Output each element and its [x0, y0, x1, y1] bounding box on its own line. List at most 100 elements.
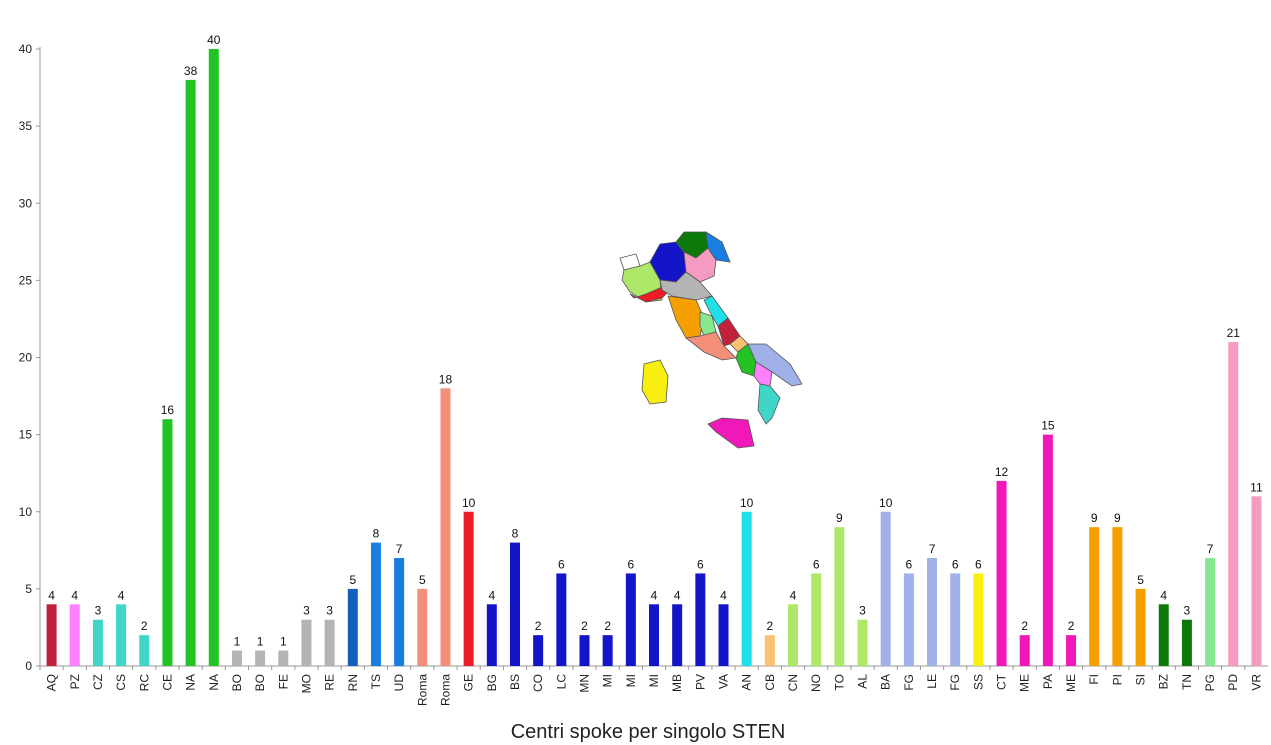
data-label: 5 [419, 573, 426, 587]
category-label: MI [647, 674, 661, 687]
bar [394, 558, 405, 666]
data-label: 2 [1021, 619, 1028, 633]
bar [579, 635, 590, 666]
bar [1181, 619, 1192, 666]
bar [811, 573, 822, 666]
map-region [705, 231, 731, 263]
category-label: VA [717, 674, 731, 689]
bar [92, 619, 103, 666]
data-label: 4 [720, 588, 727, 602]
category-label: AL [856, 674, 870, 689]
category-label: CN [786, 674, 800, 691]
data-label: 4 [674, 588, 681, 602]
y-tick-label: 0 [25, 659, 32, 673]
category-label: LE [925, 674, 939, 689]
bar [162, 419, 173, 666]
data-label: 21 [1227, 326, 1241, 340]
bar [231, 650, 242, 666]
data-label: 6 [813, 557, 820, 571]
category-label: FE [276, 674, 290, 689]
data-label: 2 [1068, 619, 1075, 633]
data-label: 4 [48, 588, 55, 602]
data-label: 40 [207, 33, 221, 47]
bar [370, 542, 381, 666]
category-label: FG [902, 674, 916, 691]
data-label: 6 [627, 557, 634, 571]
bar [46, 604, 57, 666]
bar [996, 480, 1007, 666]
data-label: 4 [488, 588, 495, 602]
data-label: 2 [767, 619, 774, 633]
category-label: CS [114, 674, 128, 691]
bar [116, 604, 127, 666]
category-label: BO [230, 674, 244, 691]
data-label: 12 [995, 465, 1009, 479]
x-axis-title: Centri spoke per singolo STEN [511, 721, 786, 743]
data-label: 6 [975, 557, 982, 571]
data-label: 2 [141, 619, 148, 633]
bar [672, 604, 683, 666]
bar [927, 558, 938, 666]
bar [1019, 635, 1030, 666]
bar [1089, 527, 1100, 666]
map-region [753, 361, 773, 387]
map-region [685, 331, 737, 361]
data-label: 9 [1114, 511, 1121, 525]
y-tick-label: 15 [19, 428, 33, 442]
data-label: 16 [161, 403, 175, 417]
category-label: LC [554, 674, 568, 690]
y-tick-label: 5 [25, 582, 32, 596]
category-label: ME [1064, 674, 1078, 692]
data-label: 8 [512, 527, 519, 541]
bar [255, 650, 266, 666]
category-label: MN [577, 674, 591, 693]
category-label: Roma [415, 674, 429, 706]
bar [834, 527, 845, 666]
bar [903, 573, 914, 666]
map-region [641, 359, 669, 405]
bar [1112, 527, 1123, 666]
data-label: 4 [118, 588, 125, 602]
bar [764, 635, 775, 666]
data-label: 6 [952, 557, 959, 571]
bar [1135, 588, 1146, 666]
map-region [707, 417, 755, 449]
bar [69, 604, 80, 666]
category-label: BO [253, 674, 267, 691]
data-label: 10 [740, 496, 754, 510]
data-label: 11 [1250, 480, 1263, 494]
category-label: CE [160, 674, 174, 691]
category-label: BA [879, 674, 893, 690]
data-label: 6 [697, 557, 704, 571]
italy-map-inset [619, 231, 803, 449]
bar [1042, 434, 1053, 666]
data-label: 10 [462, 496, 476, 510]
category-label: Roma [438, 674, 452, 706]
bar [463, 511, 474, 666]
bar [417, 588, 428, 666]
bar [533, 635, 544, 666]
category-label: GE [462, 674, 476, 691]
category-label: PV [693, 674, 707, 690]
bar [278, 650, 289, 666]
category-label: RE [323, 674, 337, 691]
data-label: 9 [836, 511, 843, 525]
data-label: 3 [95, 604, 102, 618]
category-label: RN [346, 674, 360, 691]
bar [625, 573, 636, 666]
bar [486, 604, 497, 666]
data-label: 3 [326, 604, 333, 618]
category-labels: AQ PZ CZ CS RC CE NA NA BO BO FE MO RE RN TS UD Roma Roma… [39, 666, 1263, 706]
data-label: 2 [604, 619, 611, 633]
y-tick-label: 40 [19, 42, 33, 56]
bar [301, 619, 312, 666]
category-label: CO [531, 674, 545, 692]
data-label: 8 [373, 527, 380, 541]
bar [788, 604, 799, 666]
category-label: PI [1110, 674, 1124, 685]
data-label: 5 [349, 573, 356, 587]
y-tick-label: 30 [19, 196, 33, 210]
bar [741, 511, 752, 666]
